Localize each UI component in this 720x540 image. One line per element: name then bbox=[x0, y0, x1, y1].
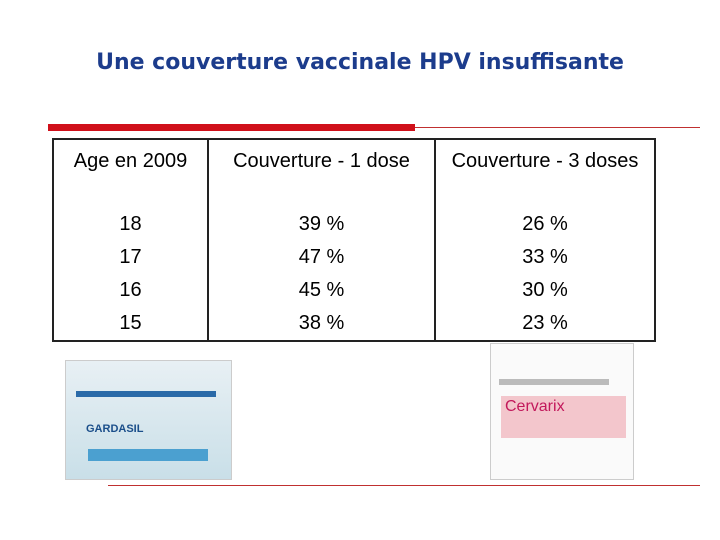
table-row: 18 39 % 26 % bbox=[53, 208, 655, 241]
table-body: 18 39 % 26 % 17 47 % 33 % 16 45 % 30 % 15 38 % 23 % bbox=[53, 208, 655, 341]
column-header: Age en 2009 bbox=[73, 150, 188, 172]
table-cell: 18 bbox=[119, 213, 142, 235]
accent-bar bbox=[48, 124, 415, 131]
table-cell: 23 % bbox=[434, 307, 655, 341]
column-header: Couverture - 1 dose bbox=[207, 139, 435, 208]
table-row: 15 38 % 23 % bbox=[53, 307, 655, 341]
syringe bbox=[499, 379, 609, 385]
coverage-table: Age en 2009 Couverture - 1 dose Couvertu… bbox=[52, 138, 656, 342]
table-cell: 33 % bbox=[434, 241, 655, 274]
stripe bbox=[76, 391, 216, 397]
product-label: Cervarix bbox=[505, 398, 565, 415]
cervarix-box: Cervarix bbox=[490, 343, 634, 480]
table-cell: 15 bbox=[119, 312, 142, 334]
gardasil-box: GARDASIL bbox=[65, 360, 232, 480]
table-cell: 30 % bbox=[434, 274, 655, 307]
table-cell: 16 bbox=[119, 279, 142, 301]
table-cell: 26 % bbox=[434, 208, 655, 241]
rule bbox=[108, 485, 700, 486]
slide-title: Une couverture vaccinale HPV insuffisant… bbox=[96, 50, 624, 75]
stripe bbox=[88, 449, 208, 461]
table-row: 16 45 % 30 % bbox=[53, 274, 655, 307]
column-header: Couverture - 3 doses bbox=[434, 139, 655, 208]
rule bbox=[415, 127, 700, 128]
table-cell: 47 % bbox=[207, 241, 435, 274]
table-cell: 17 bbox=[119, 246, 142, 268]
table-cell: 38 % bbox=[207, 307, 435, 341]
product-label: GARDASIL bbox=[86, 423, 144, 435]
table-row: 17 47 % 33 % bbox=[53, 241, 655, 274]
package bbox=[501, 396, 626, 438]
table-cell: 39 % bbox=[207, 208, 435, 241]
table-cell: 45 % bbox=[207, 274, 435, 307]
header-row: Age en 2009 Couverture - 1 dose Couvertu… bbox=[53, 139, 655, 208]
